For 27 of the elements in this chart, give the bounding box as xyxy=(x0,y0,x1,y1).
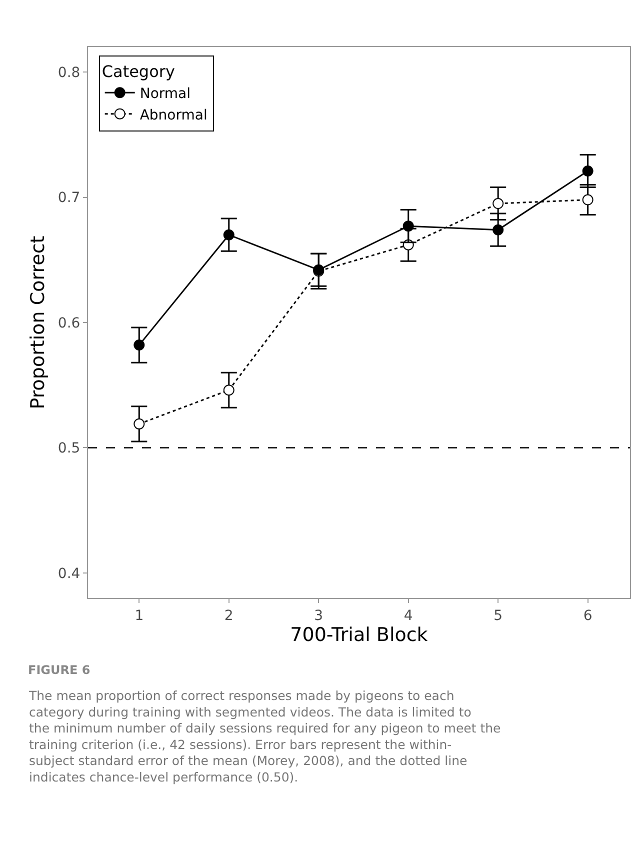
point xyxy=(402,220,414,232)
x-tick-label: 3 xyxy=(314,608,324,624)
caption: FIGURE 6 xyxy=(28,663,90,677)
y-tick-label: 0.6 xyxy=(58,315,80,332)
y-tick-label: 0.7 xyxy=(58,190,80,206)
x-tick-label: 4 xyxy=(404,608,413,624)
x-tick-label: 1 xyxy=(134,608,144,624)
text: The mean proportion of correct responses made by pigeons to each category during training with segmented videos. The data is limited to the minimum number of daily sessions required for any pigeon to meet the training criterion (i.e., 42 sessions). Error bars represent the within-subject standard error of the mean (Morey, 2008), and the dotted line indicates chance-level performance (0.50). xyxy=(28,688,502,784)
point xyxy=(223,384,234,396)
y-tick-label: 0.4 xyxy=(58,566,80,582)
point xyxy=(134,418,145,430)
y-axis-title: Proportion Correct xyxy=(26,236,49,410)
legend-label: Normal xyxy=(140,86,190,102)
x-tick-label: 2 xyxy=(224,608,234,624)
legend-title: Category xyxy=(102,62,175,82)
point xyxy=(223,229,234,240)
point xyxy=(134,340,145,351)
x-tick-label: 6 xyxy=(583,608,592,624)
point xyxy=(582,165,594,176)
point xyxy=(492,198,504,210)
y-tick-label: 0.5 xyxy=(58,440,80,457)
legend-label: Abnormal xyxy=(140,107,208,124)
y-tick-label: 0.8 xyxy=(58,64,80,81)
point xyxy=(582,194,594,206)
point xyxy=(492,224,504,236)
x-tick-label: 5 xyxy=(494,608,503,624)
x-axis-title: 700-Trial Block xyxy=(290,624,428,646)
